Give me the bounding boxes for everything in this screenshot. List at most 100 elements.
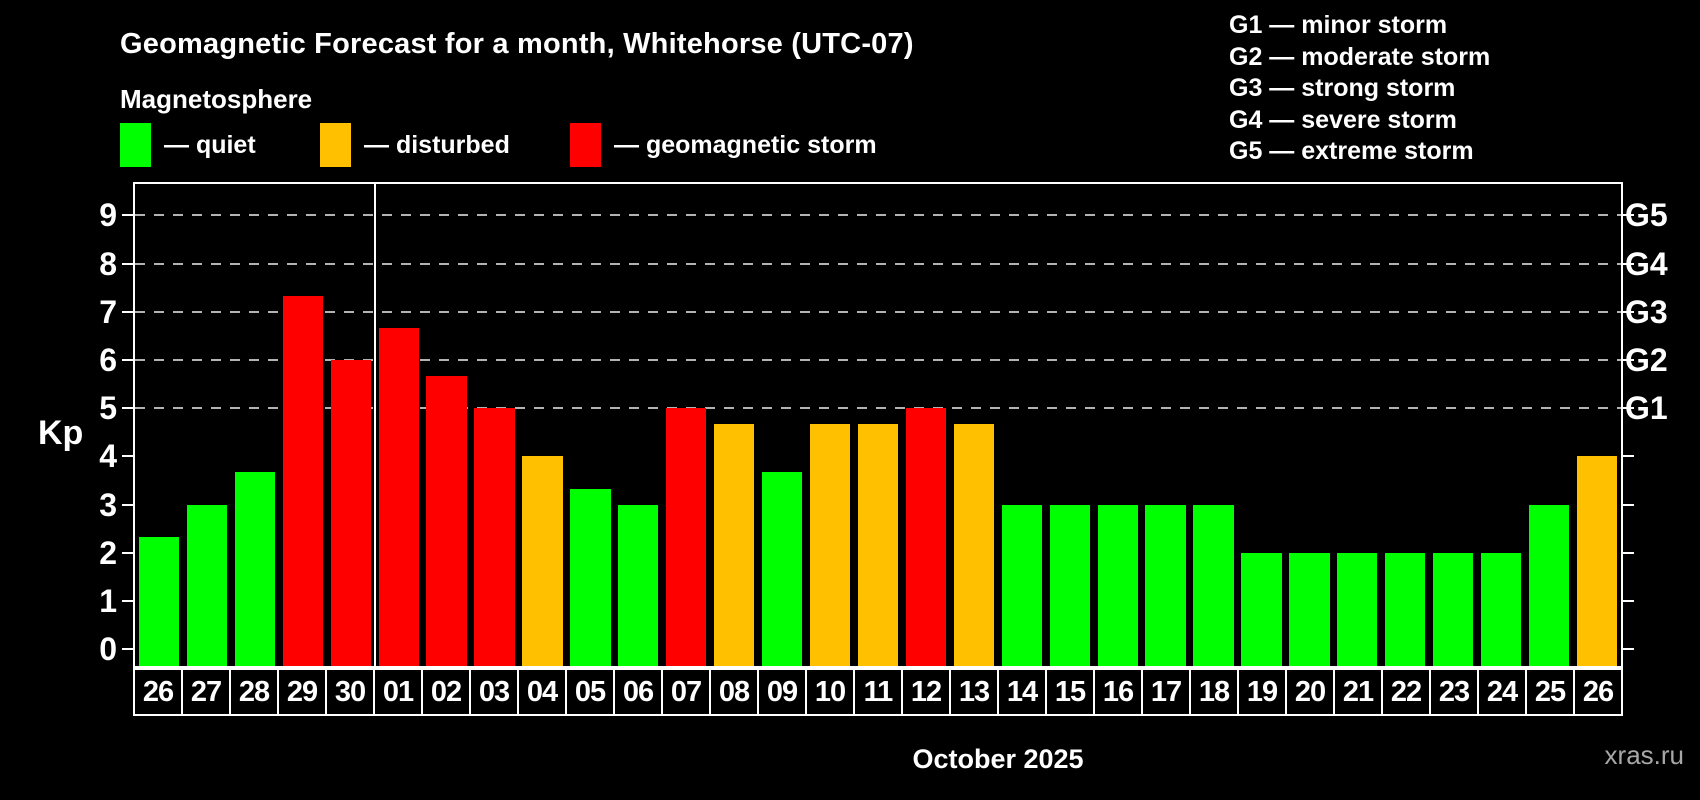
day-label-cell: 22 [1381, 668, 1431, 716]
y-tick-label-1: 1 [99, 582, 117, 619]
g-scale-legend-line: G2 — moderate storm [1229, 42, 1491, 71]
gridline-kp7 [135, 310, 1621, 313]
kp-bar-07 [666, 408, 707, 666]
g-tick-label-G2: G2 [1625, 341, 1668, 378]
gridline-kp6 [135, 358, 1621, 361]
y-axis-tick-left-1 [122, 599, 133, 602]
day-label-cell: 20 [1285, 668, 1335, 716]
kp-bar-26 [1576, 456, 1618, 666]
legend-label-quiet: — quiet [164, 130, 256, 159]
kp-bar-09 [761, 472, 803, 666]
day-label-cell: 17 [1141, 668, 1191, 716]
kp-bar-22 [1385, 552, 1426, 666]
kp-bar-04 [522, 456, 563, 666]
day-label-cell: 13 [949, 668, 999, 716]
g-tick-label-G5: G5 [1625, 197, 1668, 234]
kp-bar-13 [953, 424, 994, 666]
kp-bar-02 [426, 375, 467, 666]
day-label-cell: 15 [1045, 668, 1095, 716]
day-label-cell: 05 [565, 668, 615, 716]
kp-bar-15 [1049, 504, 1090, 666]
g-scale-legend-line: G3 — strong storm [1229, 74, 1456, 102]
y-tick-label-3: 3 [99, 486, 117, 523]
day-label-cell: 03 [469, 668, 519, 716]
kp-bar-14 [1001, 504, 1042, 666]
y-axis-tick-left-7 [122, 310, 133, 313]
g-scale-legend-line: G1 — minor storm [1229, 11, 1448, 39]
day-label-cell: 08 [709, 668, 759, 716]
y-axis-tick-left-9 [122, 214, 133, 217]
legend-label-disturbed: — disturbed [364, 130, 510, 159]
g-scale-legend: G1 — minor storm G2 — moderate storm G3 — … [1229, 10, 1490, 168]
gridline-kp9 [135, 214, 1621, 217]
y-tick-label-6: 6 [99, 341, 117, 378]
kp-bar-30 [330, 359, 371, 666]
kp-bar-17 [1145, 504, 1186, 666]
kp-bar-28 [234, 472, 275, 666]
y-tick-label-2: 2 [99, 534, 117, 571]
kp-bar-21 [1337, 552, 1378, 666]
y-axis-tick-right-3 [1623, 503, 1634, 506]
y-tick-label-4: 4 [99, 438, 117, 475]
disturbed-color-swatch [320, 123, 351, 167]
kp-bar-01 [378, 327, 419, 666]
day-label-cell: 10 [805, 668, 855, 716]
legend-item-disturbed: — disturbed [320, 122, 510, 168]
y-tick-label-7: 7 [99, 293, 117, 330]
y-axis-tick-left-5 [122, 407, 133, 410]
legend-item-storm: — geomagnetic storm [570, 122, 877, 168]
day-label-cell: 30 [325, 668, 375, 716]
day-label-cell: 12 [901, 668, 951, 716]
kp-bar-19 [1241, 552, 1282, 666]
day-label-cell: 07 [661, 668, 711, 716]
g-scale-legend-line: G5 — extreme storm [1229, 137, 1474, 165]
y-axis-tick-right-5 [1623, 407, 1634, 410]
y-axis-tick-right-6 [1623, 358, 1634, 361]
day-label-cell: 01 [373, 668, 423, 716]
chart-subtitle: Magnetosphere [120, 84, 313, 114]
kp-bar-05 [570, 488, 611, 666]
kp-bar-12 [905, 408, 947, 666]
g-tick-label-G4: G4 [1625, 245, 1668, 282]
y-tick-label-9: 9 [99, 197, 117, 234]
y-tick-label-5: 5 [99, 390, 117, 427]
day-label-cell: 02 [421, 668, 471, 716]
kp-status-legend: — quiet — disturbed — geomagnetic storm [0, 122, 1100, 168]
day-label-cell: 16 [1093, 668, 1143, 716]
day-label-cell: 23 [1429, 668, 1479, 716]
kp-bar-03 [474, 408, 515, 666]
day-label-cell: 11 [853, 668, 903, 716]
day-label-cell: 19 [1237, 668, 1287, 716]
kp-bar-23 [1433, 552, 1474, 666]
y-axis-tick-right-8 [1623, 262, 1634, 265]
gridline-kp5 [135, 407, 1621, 410]
day-label-cell: 21 [1333, 668, 1383, 716]
kp-bar-26 [138, 536, 180, 666]
y-axis-tick-left-3 [122, 503, 133, 506]
y-axis-tick-left-2 [122, 551, 133, 554]
kp-bar-25 [1528, 504, 1570, 666]
kp-bar-18 [1193, 504, 1234, 666]
kp-bar-08 [714, 424, 755, 666]
kp-bar-16 [1097, 504, 1138, 666]
month-separator-line [373, 184, 376, 666]
y-axis-tick-right-4 [1623, 455, 1634, 458]
y-tick-label-0: 0 [99, 631, 117, 668]
quiet-color-swatch [120, 123, 151, 167]
legend-item-quiet: — quiet [120, 122, 256, 168]
legend-label-storm: — geomagnetic storm [614, 130, 877, 159]
kp-bar-20 [1289, 552, 1330, 666]
y-axis-tick-left-4 [122, 455, 133, 458]
kp-axis-label: Kp [38, 414, 84, 452]
y-tick-label-8: 8 [99, 245, 117, 282]
y-axis-tick-right-0 [1623, 648, 1634, 651]
y-axis-tick-right-7 [1623, 310, 1634, 313]
day-label-cell: 06 [613, 668, 663, 716]
day-label-cell: 26 [1573, 668, 1623, 716]
day-label-cell: 18 [1189, 668, 1239, 716]
day-axis-row: 26 27 28 29 30 01 02 03 04 05 06 07 08 09 10 11 12 13 14 15… [133, 668, 1623, 716]
kp-bar-29 [282, 295, 323, 666]
gridline-kp8 [135, 262, 1621, 265]
y-axis-tick-left-8 [122, 262, 133, 265]
day-label-cell: 09 [757, 668, 807, 716]
